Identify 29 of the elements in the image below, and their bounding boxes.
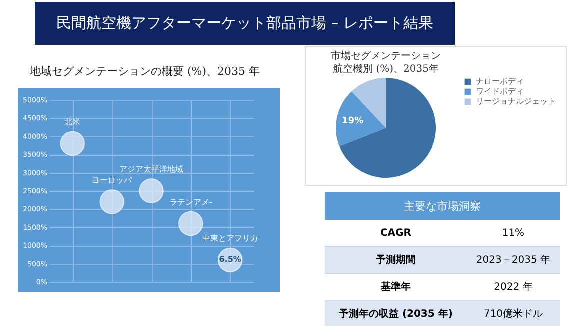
legend-label: ナローボディ	[476, 77, 524, 86]
chart-subtitle: 地域セグメンテーションの概要 (%)、2035 年	[30, 64, 260, 79]
chart-title: 民間航空機アフターマーケット部品市場 – レポート結果	[35, 2, 455, 45]
chart-title: 市場セグメンテーション	[331, 50, 441, 62]
legend-label: リージョナルジェット	[476, 97, 556, 106]
text: 主要な市場洞察	[325, 192, 560, 220]
text: 予測年の収益 (2035 年)	[325, 300, 467, 326]
point	[100, 190, 124, 214]
legend-label: ワイドボディ	[476, 87, 524, 96]
annotation: 6.5%	[219, 255, 242, 264]
text: 予測期間	[325, 246, 467, 274]
text: CAGR	[325, 220, 467, 246]
point	[60, 131, 85, 156]
x-tick-label: 北米	[64, 118, 81, 127]
text: 710億米ドル	[466, 300, 560, 326]
text: 2023－2035 年	[466, 246, 560, 274]
x-tick-label: 中東とアフリカ	[202, 234, 258, 244]
x-tick-label: ヨーロッパ	[92, 176, 134, 185]
point	[139, 178, 164, 204]
x-tick-label: ラテンアメ‐	[169, 198, 212, 207]
pie-slice	[340, 78, 436, 178]
text: 基準年	[325, 274, 467, 300]
pie-slice	[336, 92, 386, 146]
x-tick-label: アジア太平洋地域	[120, 165, 184, 174]
chart-subtitle: 航空機別 (%)、2035年	[333, 63, 439, 75]
text: 11%	[466, 220, 560, 246]
data-label: 19%	[342, 116, 364, 127]
text: 2022 年	[466, 274, 560, 300]
point	[178, 211, 204, 236]
